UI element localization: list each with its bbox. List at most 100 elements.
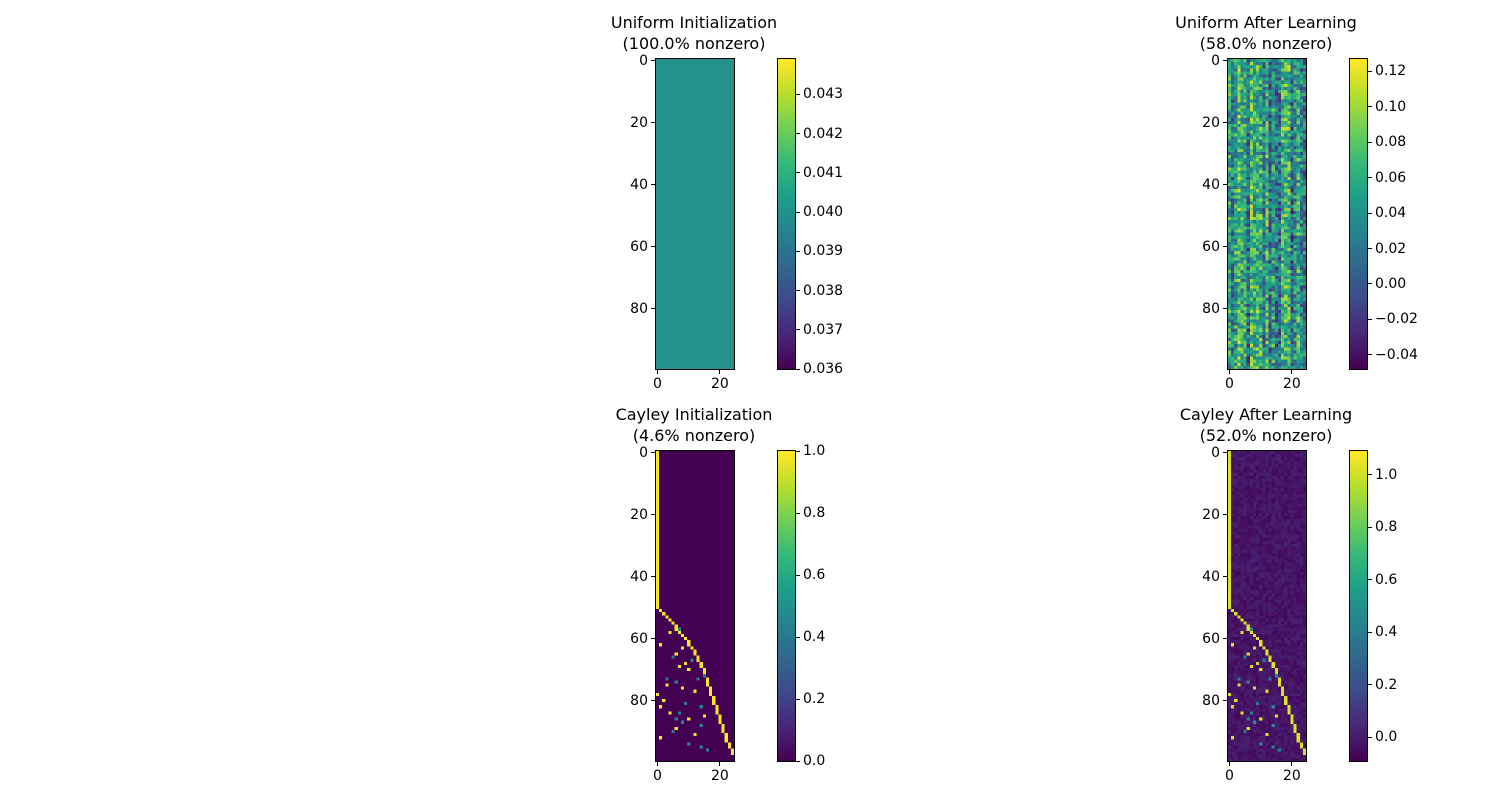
heatmap-cell <box>1249 90 1254 94</box>
colorbar-swatch <box>778 344 795 348</box>
heatmap-cell <box>696 152 700 156</box>
heatmap-cell <box>1265 266 1269 271</box>
heatmap-cell <box>721 62 725 66</box>
heatmap-cell <box>715 161 719 165</box>
heatmap-cell <box>1284 214 1288 218</box>
heatmap-cell <box>1228 108 1232 112</box>
heatmap-cell <box>1284 347 1288 351</box>
heatmap-cell <box>677 93 682 97</box>
heatmap-cell <box>662 68 666 72</box>
heatmap-cell <box>1237 158 1241 162</box>
heatmap-cell <box>674 74 679 78</box>
heatmap-cell <box>730 124 734 128</box>
heatmap-cell <box>668 201 672 205</box>
heatmap-cell <box>1299 285 1304 289</box>
heatmap-cell <box>1259 102 1263 106</box>
heatmap-cell <box>1262 155 1266 159</box>
heatmap-cell <box>1274 241 1279 246</box>
heatmap-cell <box>1265 223 1269 227</box>
heatmap-cell <box>1281 62 1285 66</box>
heatmap-cell <box>1277 195 1282 199</box>
heatmap-cell <box>656 130 660 134</box>
heatmap-cell <box>1234 263 1238 267</box>
heatmap-cell <box>1271 238 1276 243</box>
heatmap-cell <box>1268 254 1272 258</box>
heatmap-cell <box>702 226 707 230</box>
heatmap-cell <box>1237 195 1241 199</box>
heatmap-cell <box>718 62 722 66</box>
heatmap-cell <box>1256 183 1260 187</box>
heatmap-cell <box>665 226 669 230</box>
heatmap-cell <box>715 235 719 240</box>
heatmap-cell <box>665 158 669 162</box>
heatmap-cell <box>1234 285 1238 289</box>
heatmap-cell <box>1246 288 1251 292</box>
heatmap-cell <box>1296 334 1301 339</box>
heatmap-cell <box>1271 248 1276 252</box>
heatmap-cell <box>709 111 713 116</box>
heatmap-cell <box>1277 328 1282 333</box>
heatmap-cell <box>1249 198 1254 202</box>
heatmap-cell <box>656 179 660 184</box>
heatmap-cell <box>718 331 722 336</box>
heatmap-cell <box>705 356 710 360</box>
heatmap-cell <box>680 62 685 66</box>
heatmap-cell <box>727 223 732 227</box>
heatmap-cell <box>1268 223 1272 227</box>
heatmap-cell <box>1262 334 1266 339</box>
heatmap-cell <box>668 288 672 292</box>
heatmap-cell <box>699 347 704 351</box>
heatmap-cell <box>674 152 679 156</box>
heatmap-cell <box>696 71 700 75</box>
heatmap-cell <box>1234 195 1238 199</box>
heatmap-cell <box>1268 183 1272 187</box>
heatmap-cell <box>1296 248 1301 252</box>
heatmap-cell <box>1240 328 1244 333</box>
heatmap-cell <box>709 232 713 236</box>
heatmap-cell <box>1231 316 1235 320</box>
heatmap-cell <box>693 71 697 75</box>
heatmap-cell <box>1271 344 1276 348</box>
heatmap-cell <box>1284 288 1288 292</box>
heatmap-cell <box>709 183 713 187</box>
heatmap-cell <box>1299 235 1304 240</box>
heatmap-cell <box>1265 294 1269 298</box>
heatmap-cell <box>696 356 700 360</box>
heatmap-cell <box>1265 105 1269 109</box>
heatmap-cell <box>1277 152 1282 156</box>
heatmap-cell <box>1249 152 1254 156</box>
colorbar-swatch <box>778 294 795 299</box>
heatmap-cell <box>680 121 685 125</box>
heatmap-cell <box>1259 263 1263 267</box>
colorbar-swatch <box>778 291 795 296</box>
heatmap-cell <box>1281 86 1285 91</box>
heatmap-cell <box>674 65 679 69</box>
heatmap-cell <box>721 214 725 218</box>
heatmap-cell <box>1293 161 1297 165</box>
heatmap-cell <box>1249 183 1254 187</box>
heatmap-cell <box>1249 217 1254 221</box>
heatmap-cell <box>659 161 663 165</box>
heatmap-cell <box>1262 285 1266 289</box>
heatmap-cell <box>696 96 700 100</box>
heatmap-cell <box>1243 192 1248 196</box>
heatmap-cell <box>1246 204 1251 209</box>
heatmap-cell <box>1290 214 1294 218</box>
heatmap-cell <box>709 254 713 258</box>
heatmap-cell <box>1277 331 1282 336</box>
heatmap-cell <box>1265 210 1269 215</box>
heatmap-cell <box>687 111 691 116</box>
heatmap-cell <box>1231 307 1235 311</box>
heatmap-cell <box>1237 214 1241 218</box>
heatmap-cell <box>712 164 716 168</box>
heatmap-cell <box>1296 282 1301 286</box>
heatmap-cell <box>702 189 707 193</box>
heatmap-cell <box>668 241 672 246</box>
heatmap-cell <box>1265 99 1269 103</box>
heatmap-cell <box>1277 124 1282 128</box>
heatmap-cell <box>1281 328 1285 333</box>
heatmap-cell <box>1262 90 1266 94</box>
heatmap-cell <box>705 347 710 351</box>
heatmap-cell <box>674 266 679 271</box>
heatmap-cell <box>687 319 691 323</box>
